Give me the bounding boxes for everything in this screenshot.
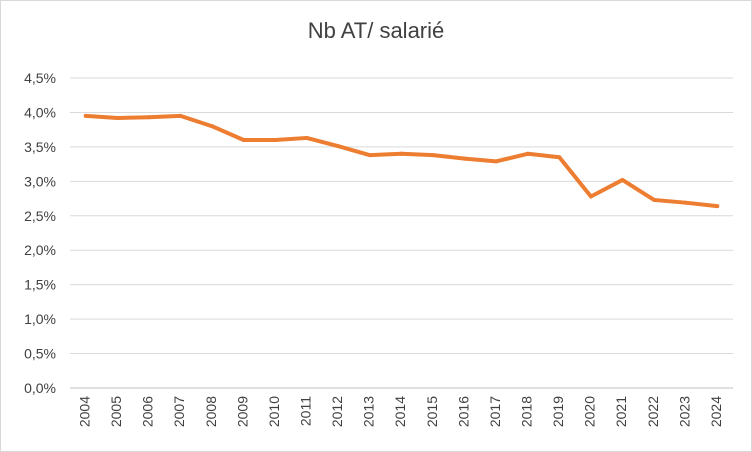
- data-point: [652, 197, 657, 202]
- data-point: [83, 113, 88, 118]
- y-tick-label: 2,0%: [24, 242, 56, 258]
- x-tick-label: 2020: [582, 396, 598, 427]
- y-axis: 0,0% 0,5% 1,0% 1,5% 2,0% 2,5% 3,0% 3,5% 4,0% 4,5%: [24, 70, 56, 396]
- y-tick-label: 0,0%: [24, 380, 56, 396]
- x-tick-label: 2011: [297, 396, 313, 426]
- chart-title: Nb AT/ salarié: [307, 18, 445, 43]
- y-tick-label: 1,0%: [24, 311, 56, 327]
- y-tick-label: 3,0%: [24, 173, 56, 189]
- data-point: [336, 144, 341, 149]
- data-point: [588, 194, 593, 199]
- data-point: [620, 177, 625, 182]
- gridlines: [70, 77, 733, 389]
- y-tick-label: 4,0%: [24, 104, 56, 120]
- data-point: [273, 138, 278, 142]
- x-tick-label: 2022: [645, 396, 661, 427]
- data-point: [304, 135, 309, 140]
- x-tick-label: 2021: [613, 396, 629, 427]
- data-point: [494, 159, 499, 164]
- y-tick-label: 0,5%: [24, 346, 56, 362]
- x-tick-label: 2019: [550, 396, 566, 427]
- y-tick-label: 2,5%: [24, 208, 56, 224]
- y-tick-label: 1,5%: [24, 277, 56, 293]
- series-line: [83, 113, 720, 209]
- data-point: [431, 153, 436, 158]
- data-point: [399, 151, 404, 156]
- data-point: [178, 113, 183, 118]
- y-tick-label: 4,5%: [24, 70, 56, 86]
- x-tick-label: 2007: [171, 396, 187, 427]
- x-tick-label: 2013: [361, 396, 377, 427]
- data-point: [210, 124, 215, 129]
- x-tick-label: 2006: [140, 396, 156, 427]
- x-axis: 2004 2005 2006 2007 2008 2009 2010 2011 2012 2013…: [76, 396, 723, 427]
- data-point: [462, 156, 467, 161]
- x-tick-label: 2016: [455, 396, 471, 427]
- x-tick-label: 2012: [329, 396, 345, 427]
- x-tick-label: 2014: [392, 396, 408, 427]
- data-point: [241, 138, 246, 142]
- x-tick-label: 2015: [424, 396, 440, 427]
- x-tick-label: 2018: [518, 396, 534, 427]
- data-point: [367, 153, 372, 158]
- data-point: [146, 115, 151, 120]
- x-tick-label: 2005: [108, 396, 124, 427]
- x-tick-label: 2023: [676, 396, 692, 427]
- y-tick-label: 3,5%: [24, 139, 56, 155]
- x-tick-label: 2008: [203, 396, 219, 427]
- data-point: [525, 151, 530, 156]
- x-tick-label: 2009: [234, 396, 250, 427]
- series-layer: [83, 113, 720, 209]
- x-tick-label: 2024: [708, 396, 724, 427]
- x-tick-label: 2004: [76, 396, 92, 427]
- data-point: [715, 204, 720, 209]
- x-tick-label: 2017: [487, 396, 503, 427]
- x-tick-label: 2010: [266, 396, 282, 427]
- data-point: [115, 115, 120, 120]
- data-point: [557, 155, 562, 160]
- data-point: [683, 200, 688, 205]
